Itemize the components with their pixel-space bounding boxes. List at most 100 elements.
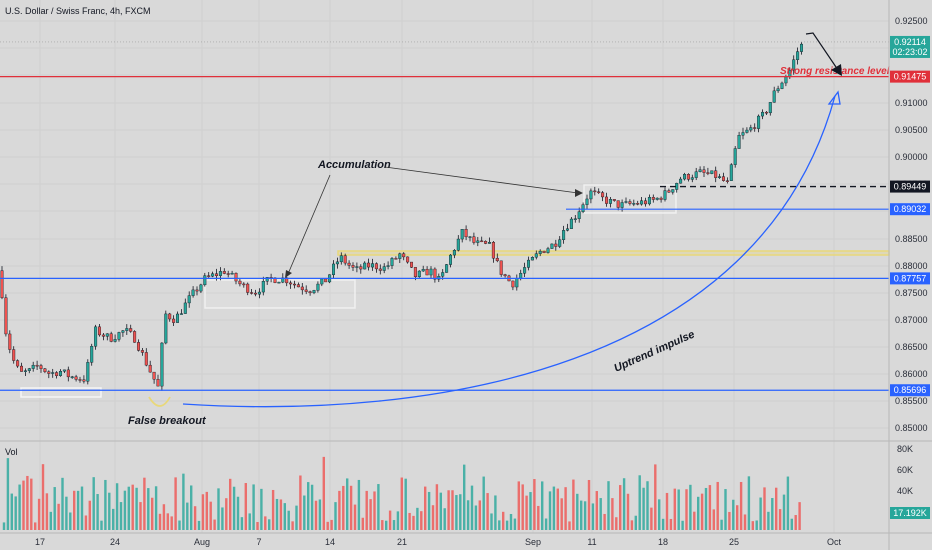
candle — [312, 289, 316, 295]
volume-bar — [154, 486, 158, 530]
candle-body — [246, 283, 250, 293]
candle-body — [449, 254, 453, 265]
volume-bar — [334, 502, 337, 530]
candle-body — [152, 371, 156, 380]
volume-bar — [388, 510, 392, 530]
dashed-level-badge — [890, 180, 930, 193]
candle-body — [523, 267, 527, 274]
candle-body — [355, 266, 359, 268]
volume-bar — [661, 518, 665, 530]
candle — [253, 289, 257, 297]
volume-bar — [264, 516, 267, 530]
volume-bar — [552, 486, 556, 530]
volume-bar — [34, 522, 37, 530]
volume-bar — [556, 488, 559, 530]
volume-bar — [100, 520, 103, 530]
volume-bar — [295, 505, 298, 530]
candle-body — [351, 265, 355, 268]
candle — [601, 190, 605, 202]
volume-bar — [14, 496, 17, 530]
y-tick-label: 0.88000 — [895, 261, 928, 271]
uptrend-curve — [182, 95, 836, 408]
volume-bar — [595, 491, 598, 530]
volume-bar — [775, 487, 778, 530]
candle-body — [242, 283, 246, 286]
volume-bar — [482, 476, 485, 530]
time-axis[interactable]: 17 24 Aug 7 14 21 Sep 11 18 25 Oct — [35, 537, 842, 547]
volume-bar — [654, 464, 657, 530]
candle — [398, 252, 402, 264]
x-tick-label: 24 — [110, 537, 120, 547]
candle — [690, 174, 694, 183]
volume-bar — [115, 483, 119, 530]
candle-body — [335, 261, 339, 265]
level-badge-text: 0.85696 — [894, 385, 927, 395]
candle — [534, 250, 538, 260]
volume-bar — [478, 500, 481, 530]
volume-bar — [509, 513, 513, 530]
candle — [23, 368, 27, 377]
candle-body — [495, 257, 499, 262]
candle — [27, 367, 31, 374]
candle — [484, 240, 488, 245]
dashed-level-badge-text: 0.89449 — [894, 182, 927, 192]
x-tick-label: 21 — [397, 537, 407, 547]
candle — [796, 47, 800, 65]
volume-bar — [385, 520, 388, 530]
candle — [242, 282, 246, 288]
candle — [585, 194, 589, 210]
candle — [632, 199, 636, 207]
candle — [20, 362, 24, 372]
candle-body — [261, 281, 265, 293]
volume-bar — [283, 503, 286, 530]
volume-bar — [646, 481, 649, 530]
candle — [136, 339, 140, 352]
candle — [605, 192, 609, 207]
volume-bar — [205, 491, 208, 530]
candle — [647, 194, 651, 206]
volume-bar — [658, 499, 661, 530]
volume-bar — [279, 499, 283, 530]
candle-body — [710, 170, 714, 174]
volume-bar — [18, 484, 21, 530]
candle-body — [35, 364, 39, 367]
volume-bar — [221, 507, 224, 530]
chart-title: U.S. Dollar / Swiss Franc, 4h, FXCM — [5, 6, 151, 16]
candle-body — [191, 289, 195, 296]
candle-body — [113, 339, 117, 342]
projection-arrowhead — [831, 64, 842, 76]
candle-body — [644, 200, 648, 205]
level-badge-text: 0.87757 — [894, 273, 927, 283]
candle — [187, 291, 191, 308]
volume-bar — [431, 505, 435, 530]
candle — [191, 286, 195, 298]
volume-bar — [572, 479, 575, 530]
candle-body — [12, 349, 16, 361]
candle — [406, 256, 410, 264]
volume-bar — [548, 491, 552, 530]
volume-bar — [182, 473, 185, 530]
volume-bar — [326, 521, 329, 530]
candle-body — [714, 170, 718, 178]
uptrend-arrowhead — [827, 90, 841, 105]
candle-body — [31, 364, 35, 369]
volume-bar — [291, 521, 294, 530]
volume-bar — [466, 500, 470, 530]
candle-body — [121, 330, 125, 333]
accumulation-label: Accumulation — [317, 159, 391, 171]
volume-bar — [580, 500, 583, 530]
volume-tick-label: 60K — [897, 465, 913, 475]
volume-bar — [92, 477, 95, 530]
level-badge-text: 0.89032 — [894, 204, 927, 214]
candle-body — [417, 270, 421, 278]
candle — [246, 282, 250, 296]
candle — [148, 360, 152, 373]
candle-body — [195, 289, 199, 292]
candle-body — [624, 201, 628, 203]
candle — [714, 166, 718, 183]
candle — [566, 223, 570, 232]
volume-bar — [451, 490, 454, 530]
candle — [511, 280, 515, 291]
volume-bar — [622, 478, 626, 530]
